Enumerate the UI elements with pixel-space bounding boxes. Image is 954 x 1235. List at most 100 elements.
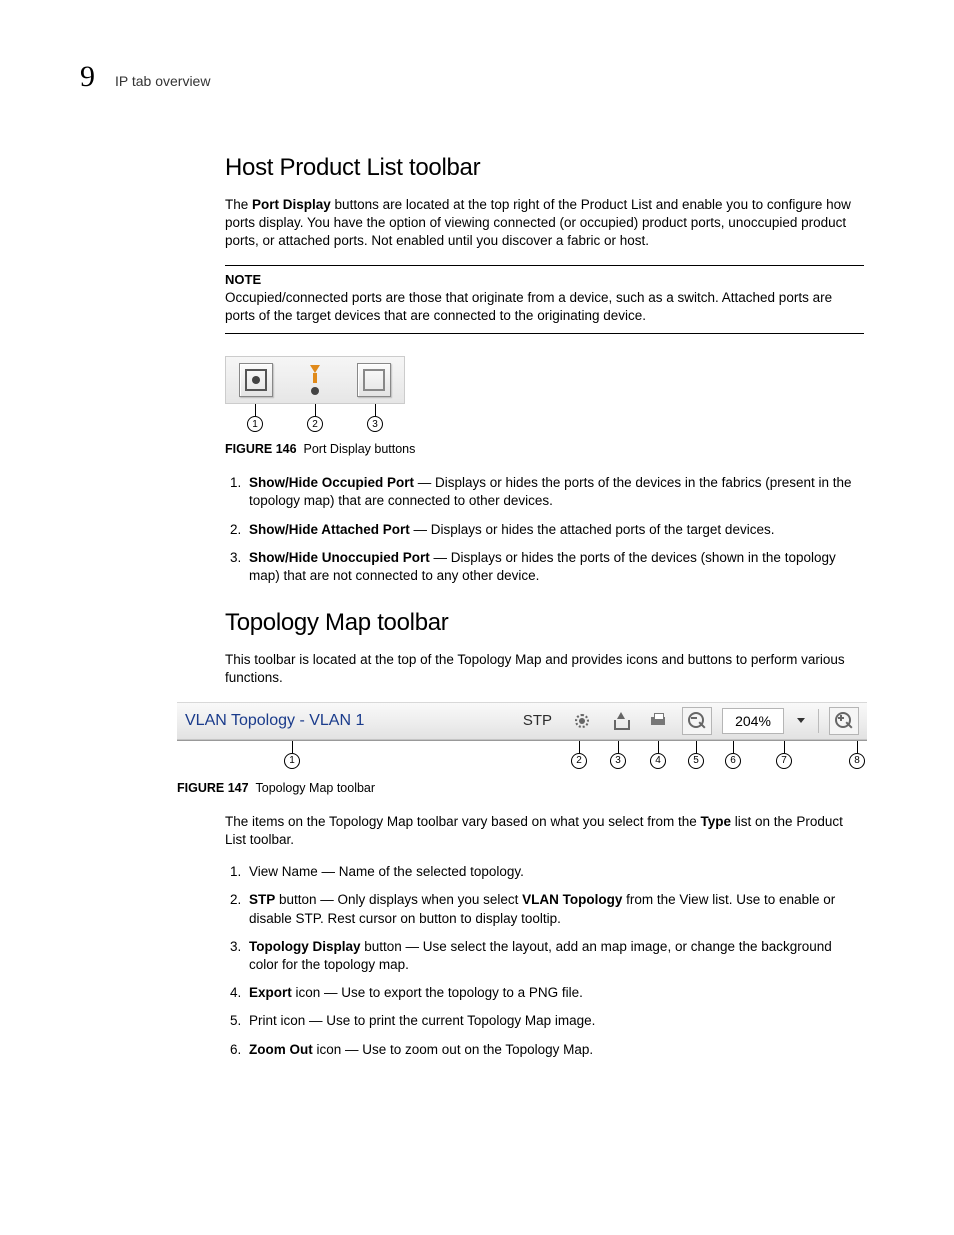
leader-line	[733, 741, 734, 753]
zoom-dropdown-button[interactable]	[794, 708, 808, 734]
leader: 2	[571, 741, 587, 769]
zoom-level-field[interactable]: 204%	[722, 708, 784, 734]
attached-port-button[interactable]	[299, 364, 331, 396]
print-icon	[649, 712, 667, 730]
dot-icon	[311, 387, 319, 395]
separator	[818, 709, 819, 733]
text: The items on the Topology Map toolbar va…	[225, 814, 701, 829]
occupied-port-icon	[245, 369, 267, 391]
list-item: Show/Hide Occupied Port — Displays or hi…	[245, 474, 864, 510]
list-item: STP button — Only displays when you sele…	[245, 891, 864, 927]
list-item: View Name — Name of the selected topolog…	[245, 863, 864, 881]
arrow-stem-icon	[313, 373, 317, 383]
caption-text: Topology Map toolbar	[256, 781, 376, 795]
callout-2: 2	[571, 753, 587, 769]
zoom-out-button[interactable]	[682, 707, 712, 735]
callout-6: 6	[725, 753, 741, 769]
leader-line	[255, 404, 256, 416]
callout-1: 1	[284, 753, 300, 769]
leader: 6	[725, 741, 741, 769]
chevron-down-icon	[797, 718, 805, 723]
callout-4: 4	[650, 753, 666, 769]
figure-146: 1 2 3	[225, 356, 405, 432]
running-title: IP tab overview	[115, 73, 210, 89]
item-bold: Topology Display	[249, 939, 361, 954]
callout-3: 3	[367, 416, 383, 432]
callout-3: 3	[610, 753, 626, 769]
callout-5: 5	[688, 753, 704, 769]
print-button[interactable]	[644, 708, 672, 734]
callout-2: 2	[307, 416, 323, 432]
item-text: icon — Use to export the topology to a P…	[292, 985, 583, 1000]
item-text: — Name of the selected topology.	[318, 864, 524, 879]
export-icon	[611, 712, 629, 730]
caption-label: FIGURE 147	[177, 781, 249, 795]
unoccupied-port-button[interactable]	[357, 363, 391, 397]
leader: 2	[307, 404, 323, 432]
section1-intro: The Port Display buttons are located at …	[225, 196, 864, 251]
item-bold: Show/Hide Occupied Port	[249, 475, 414, 490]
leader: 5	[688, 741, 704, 769]
item-text: — Displays or hides the attached ports o…	[410, 522, 775, 537]
section1-list: Show/Hide Occupied Port — Displays or hi…	[225, 474, 864, 585]
stp-button[interactable]: STP	[517, 712, 558, 729]
leader-line	[618, 741, 619, 753]
item-bold: Show/Hide Attached Port	[249, 522, 410, 537]
callout-7: 7	[776, 753, 792, 769]
figure146-leaders: 1 2 3	[225, 404, 405, 432]
list-item: Show/Hide Unoccupied Port — Displays or …	[245, 549, 864, 585]
callout-8: 8	[849, 753, 865, 769]
note-block: NOTE Occupied/connected ports are those …	[225, 265, 864, 334]
item-bold: Zoom Out	[249, 1042, 313, 1057]
bold-type: Type	[701, 814, 732, 829]
list-item: Export icon — Use to export the topology…	[245, 984, 864, 1002]
occupied-port-button[interactable]	[239, 363, 273, 397]
figure147-caption: FIGURE 147 Topology Map toolbar	[177, 781, 864, 795]
item-text: icon — Use to zoom out on the Topology M…	[313, 1042, 593, 1057]
port-display-toolbar	[225, 356, 405, 404]
note-label: NOTE	[225, 272, 864, 287]
note-text: Occupied/connected ports are those that …	[225, 289, 864, 325]
leader: 8	[849, 741, 865, 769]
leader-line	[579, 741, 580, 753]
leader: 1	[284, 741, 300, 769]
item-bold2: VLAN Topology	[522, 892, 622, 907]
leader-line	[696, 741, 697, 753]
item-bold: Show/Hide Unoccupied Port	[249, 550, 430, 565]
arrow-icon	[310, 365, 320, 373]
item-text: icon — Use to print the current Topology…	[277, 1013, 596, 1028]
zoom-in-icon	[835, 712, 853, 730]
topology-display-button[interactable]	[568, 708, 596, 734]
leader-line	[375, 404, 376, 416]
caption-label: FIGURE 146	[225, 442, 297, 456]
leader: 1	[247, 404, 263, 432]
section-heading-host-product-list: Host Product List toolbar	[225, 154, 864, 182]
leader-line	[784, 741, 785, 753]
export-button[interactable]	[606, 708, 634, 734]
unoccupied-port-icon	[363, 369, 385, 391]
leader: 4	[650, 741, 666, 769]
caption-text: Port Display buttons	[304, 442, 416, 456]
figure147-leaders: 1 2 3 4 5 6 7 8	[177, 740, 867, 771]
topology-map-toolbar: VLAN Topology - VLAN 1 STP 204%	[177, 702, 867, 740]
attached-port-icon	[310, 365, 320, 395]
zoom-out-icon	[688, 712, 706, 730]
leader: 3	[367, 404, 383, 432]
bold-port-display: Port Display	[252, 197, 331, 212]
text: The	[225, 197, 252, 212]
content-column: Host Product List toolbar The Port Displ…	[225, 154, 864, 1059]
leader-line	[292, 741, 293, 753]
callout-1: 1	[247, 416, 263, 432]
gear-icon	[573, 712, 591, 730]
section-heading-topology-map: Topology Map toolbar	[225, 609, 864, 637]
section2-intro: This toolbar is located at the top of th…	[225, 651, 864, 687]
item-bold: Export	[249, 985, 292, 1000]
figure146-caption: FIGURE 146 Port Display buttons	[225, 442, 864, 456]
page: 9 IP tab overview Host Product List tool…	[0, 0, 954, 1235]
chapter-number: 9	[80, 60, 95, 94]
leader: 7	[776, 741, 792, 769]
section2-list: View Name — Name of the selected topolog…	[225, 863, 864, 1059]
zoom-in-button[interactable]	[829, 707, 859, 735]
leader: 3	[610, 741, 626, 769]
leader-line	[857, 741, 858, 753]
